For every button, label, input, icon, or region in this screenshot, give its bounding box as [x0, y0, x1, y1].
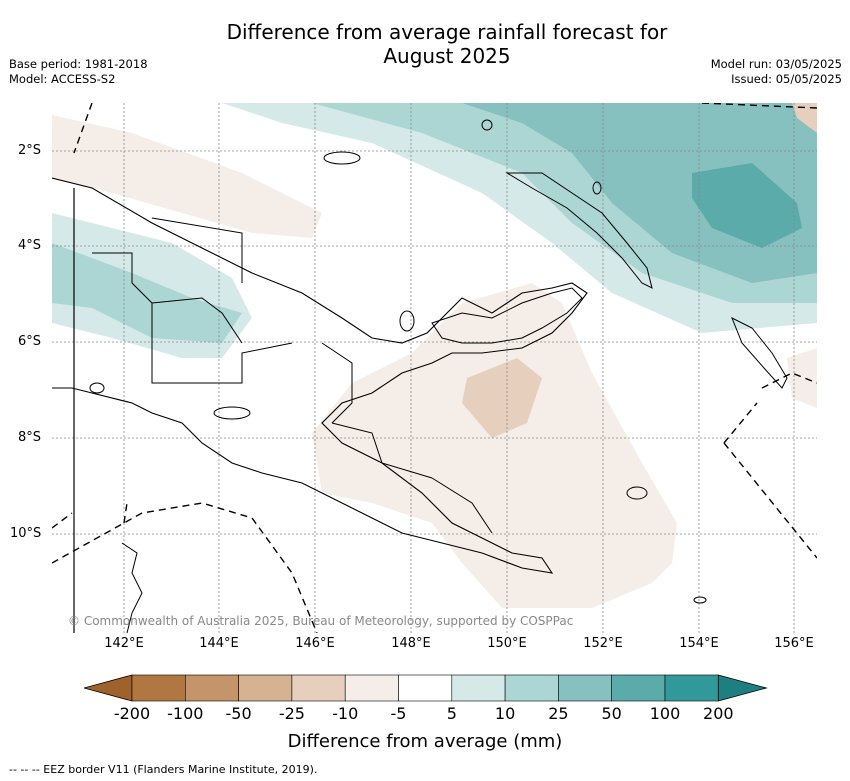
colorbar-tick-label: 50: [601, 704, 622, 723]
wet-anomaly-top-right: [792, 103, 817, 133]
lat-label-4s: 4°S: [18, 238, 42, 253]
small-islands: [89, 119, 707, 604]
cape-york-coastline: [121, 542, 143, 633]
colorbar-tick-label: 25: [548, 704, 569, 723]
colorbar-tick-label: 100: [649, 704, 681, 723]
title-line-2: August 2025: [383, 44, 511, 68]
colorbar-tick-label: -200: [113, 704, 151, 723]
colorbar-box: [344, 674, 399, 702]
colorbar: [84, 674, 768, 702]
bougainville-coastline: [731, 316, 788, 389]
model-run: Model run: 03/05/2025: [710, 57, 842, 71]
colorbar-tick-label: 200: [703, 704, 734, 723]
colorbar-extend-high: [717, 674, 768, 702]
map-title: Difference from average rainfall forecas…: [200, 20, 694, 68]
metadata-left: Base period: 1981-2018 Model: ACCESS-S2: [9, 57, 148, 87]
metadata-right: Model run: 03/05/2025 Issued: 05/05/2025: [711, 57, 842, 87]
lon-label-148e: 148°E: [391, 636, 431, 651]
colorbar-box: [558, 674, 612, 702]
copyright-notice: © Commonwealth of Australia 2025, Bureau…: [68, 614, 574, 628]
lon-label-154e: 154°E: [679, 636, 719, 651]
colorbar-box: [664, 674, 719, 702]
colorbar-box: [131, 674, 186, 702]
model-name: Model: ACCESS-S2: [9, 72, 116, 86]
colorbar-box: [398, 674, 453, 702]
dry-anomaly-core: [462, 358, 542, 438]
colorbar-extend-low: [84, 674, 133, 702]
lon-label-156e: 156°E: [774, 636, 814, 651]
colorbar-box: [238, 674, 293, 702]
lon-label-144e: 144°E: [199, 636, 239, 651]
wet-anomaly-50mm: [462, 103, 817, 283]
new-britain-coastline: [431, 287, 583, 344]
lat-label-2s: 2°S: [18, 143, 42, 158]
colorbar-tick-label: -5: [390, 704, 407, 723]
title-line-1: Difference from average rainfall forecas…: [226, 20, 668, 44]
lon-label-152e: 152°E: [583, 636, 623, 651]
colorbar-box: [611, 674, 666, 702]
wet-anomaly-west-25mm: [52, 243, 242, 343]
province-borders: [92, 217, 493, 534]
colorbar-tick-label: 5: [446, 704, 457, 723]
colorbar-title: Difference from average (mm): [287, 731, 563, 752]
new-ireland-coastline: [505, 172, 653, 289]
eez-footnote: -- -- -- EEZ border V11 (Flanders Marine…: [9, 763, 318, 776]
eez-borders: [52, 103, 817, 633]
colorbar-tick-label: -10: [332, 704, 359, 723]
dry-anomaly-northwest: [52, 115, 322, 238]
lon-label-146e: 146°E: [295, 636, 335, 651]
new-guinea-coastline: [52, 177, 588, 574]
lat-label-10s: 10°S: [10, 526, 42, 541]
colorbar-tick-label: -50: [225, 704, 252, 723]
lat-label-6s: 6°S: [18, 334, 42, 349]
rainfall-map: [52, 103, 817, 633]
colorbar-tick-label: 10: [494, 704, 516, 723]
colorbar-box: [185, 674, 239, 702]
colorbar-box: [504, 674, 559, 702]
issued-date: Issued: 05/05/2025: [731, 72, 842, 86]
dry-anomaly-central: [312, 283, 677, 608]
colorbar-tick-label: -25: [278, 704, 305, 723]
dry-anomaly-east: [787, 348, 817, 408]
lon-label-142e: 142°E: [104, 636, 144, 651]
colorbar-box: [291, 674, 346, 702]
lat-label-8s: 8°S: [18, 430, 42, 445]
colorbar-box: [451, 674, 506, 702]
wet-anomaly-100mm: [692, 163, 802, 248]
base-period: Base period: 1981-2018: [9, 57, 148, 71]
colorbar-tick-label: -100: [167, 704, 204, 723]
lon-label-150e: 150°E: [487, 636, 527, 651]
